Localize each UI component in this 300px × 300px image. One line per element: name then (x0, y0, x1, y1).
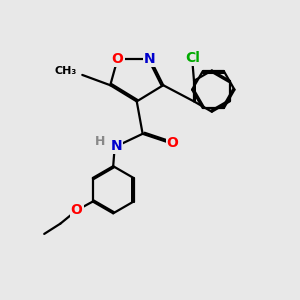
Text: N: N (110, 139, 122, 153)
Text: H: H (95, 135, 105, 148)
Text: Cl: Cl (185, 51, 200, 65)
Text: O: O (167, 136, 178, 150)
Text: CH₃: CH₃ (55, 66, 77, 76)
Text: N: N (144, 52, 156, 66)
Text: O: O (71, 203, 82, 218)
Text: O: O (112, 52, 124, 66)
